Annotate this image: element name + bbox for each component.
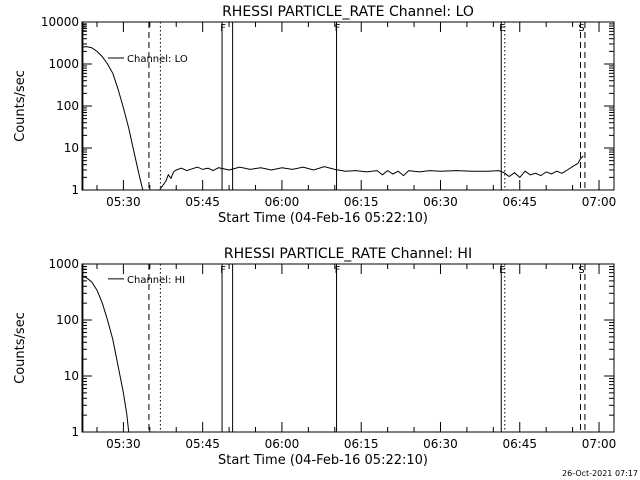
event-marker-label: E: [499, 265, 505, 276]
x-axis-label: Start Time (04-Feb-16 05:22:10): [218, 211, 428, 226]
series-line: [81, 46, 144, 191]
legend-label: Channel: LO: [127, 54, 188, 65]
y-tick-label: 1000: [48, 257, 79, 271]
y-tick-label: 10000: [41, 15, 79, 29]
y-axis-label: Counts/sec: [13, 70, 28, 142]
x-tick-label: 06:00: [265, 437, 300, 451]
x-tick-label: 05:45: [185, 437, 220, 451]
chart-title: RHESSI PARTICLE_RATE Channel: HI: [224, 246, 472, 262]
footer-timestamp: 26-Oct-2021 07:17: [562, 469, 638, 478]
x-tick-label: 05:30: [106, 437, 141, 451]
x-tick-label: 06:30: [423, 195, 458, 209]
x-tick-label: 06:45: [502, 437, 537, 451]
event-marker-label: E: [81, 23, 87, 34]
y-tick-label: 100: [56, 99, 79, 113]
x-tick-label: 05:45: [185, 195, 220, 209]
event-marker-label: F: [220, 265, 226, 276]
y-tick-label: 1: [71, 425, 79, 439]
x-axis-label: Start Time (04-Feb-16 05:22:10): [218, 453, 428, 468]
y-tick-label: 100: [56, 313, 79, 327]
x-tick-label: 07:00: [582, 195, 617, 209]
x-tick-label: 06:15: [344, 437, 379, 451]
event-marker-label: S: [578, 265, 584, 276]
chart-panel-1: RHESSI PARTICLE_RATE Channel: LO 1 10 100 10…: [13, 4, 616, 226]
x-tick-label: 06:00: [265, 195, 300, 209]
y-tick-label: 10: [64, 141, 79, 155]
x-tick-label: 05:30: [106, 195, 141, 209]
event-marker-label: F: [335, 23, 341, 34]
legend-label: Channel: HI: [127, 275, 185, 286]
chart-panel-2: RHESSI PARTICLE_RATE Channel: HI 1 10 100 10…: [13, 246, 616, 468]
y-tick-label: 1000: [48, 57, 79, 71]
event-marker-label: E: [81, 265, 87, 276]
event-marker-label: E: [499, 23, 505, 34]
event-marker-label: F: [335, 265, 341, 276]
chart-title: RHESSI PARTICLE_RATE Channel: LO: [222, 4, 474, 20]
y-axis-label: Counts/sec: [13, 312, 28, 384]
x-tick-label: 06:15: [344, 195, 379, 209]
event-marker-label: F: [220, 23, 226, 34]
plot-frame: [81, 263, 615, 433]
x-tick-label: 06:30: [423, 437, 458, 451]
series-line: [81, 275, 130, 433]
series-line: [159, 155, 584, 191]
x-tick-label: 06:45: [502, 195, 537, 209]
event-marker-label: S: [578, 23, 584, 34]
x-tick-label: 07:00: [582, 437, 617, 451]
y-tick-label: 1: [71, 183, 79, 197]
y-tick-label: 10: [64, 369, 79, 383]
